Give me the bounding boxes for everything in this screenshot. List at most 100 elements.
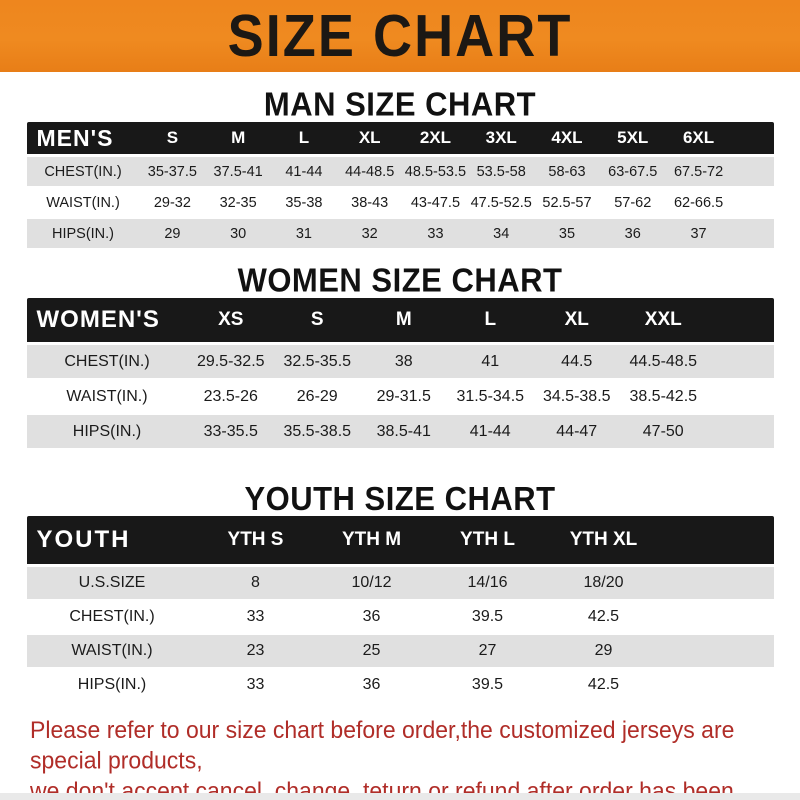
size-cell: 52.5-57 [534, 187, 600, 219]
size-cell: 41-44 [447, 414, 534, 450]
table-header-row: WOMEN'S XS S M L XL XXL [26, 298, 774, 345]
table-header-row: MEN'S S M L XL 2XL 3XL 4XL 5XL 6XL [26, 122, 774, 157]
size-cell: 31 [271, 218, 337, 250]
column-header: YTH S [197, 516, 314, 567]
spacer-cell [661, 516, 774, 567]
table-row: U.S.SIZE 8 10/12 14/16 18/20 [26, 565, 774, 601]
size-cell: 23 [197, 634, 314, 669]
men-table-header: MEN'S S M L XL 2XL 3XL 4XL 5XL 6XL [26, 122, 774, 157]
size-cell: 57-62 [599, 187, 666, 219]
size-cell: 29-31.5 [360, 379, 447, 415]
size-cell: 26-29 [274, 379, 361, 415]
spacer-cell [661, 565, 774, 601]
table-row: CHEST(IN.) 33 36 39.5 42.5 [26, 600, 774, 635]
size-cell: 14/16 [429, 565, 546, 601]
size-cell: 31.5-34.5 [447, 379, 534, 415]
row-label: HIPS(IN.) [26, 414, 188, 450]
size-cell: 38.5-42.5 [620, 379, 707, 415]
size-cell: 36 [599, 218, 666, 250]
column-header: S [139, 122, 206, 157]
column-header: YTH M [313, 516, 430, 567]
size-cell: 33-35.5 [187, 414, 274, 450]
youth-table-header: YOUTH YTH S YTH M YTH L YTH XL [26, 516, 774, 567]
column-header: 3XL [468, 122, 535, 157]
column-header: M [360, 298, 447, 345]
column-header: XXL [620, 298, 707, 345]
size-cell: 35-37.5 [139, 155, 206, 188]
row-label: CHEST(IN.) [26, 600, 198, 635]
column-header: YTH L [429, 516, 546, 567]
size-cell: 32 [336, 218, 403, 250]
spacer-cell [731, 155, 774, 188]
table-row: HIPS(IN.) 33 36 39.5 42.5 [26, 668, 774, 703]
spacer-cell [731, 218, 774, 250]
disclaimer-text: Please refer to our size chart before or… [30, 715, 770, 800]
row-label: CHEST(IN.) [26, 155, 140, 188]
size-cell: 47.5-52.5 [468, 187, 535, 219]
row-label: HIPS(IN.) [26, 668, 198, 703]
column-header: 2XL [402, 122, 469, 157]
spacer-cell [661, 634, 774, 669]
size-cell: 38-43 [336, 187, 403, 219]
size-cell: 39.5 [429, 600, 546, 635]
size-cell: 29.5-32.5 [187, 343, 274, 380]
size-cell: 58-63 [534, 155, 600, 188]
table-row: CHEST(IN.) 35-37.5 37.5-41 41-44 44-48.5 48.5… [26, 155, 774, 188]
size-chart-banner: SIZE CHART [0, 0, 800, 72]
women-size-table: WOMEN'S XS S M L XL XXL CHEST(IN.) 29.5-32.5 32.… [26, 298, 774, 450]
size-cell: 33 [197, 668, 314, 703]
size-cell: 44-47 [533, 414, 620, 450]
disclaimer-line-1: Please refer to our size chart before or… [30, 716, 735, 774]
column-header: L [447, 298, 534, 345]
table-row: WAIST(IN.) 23.5-26 26-29 29-31.5 31.5-34.5 34… [26, 379, 774, 415]
women-size-chart-heading: WOMEN SIZE CHART [237, 261, 563, 299]
table-title: YOUTH [26, 516, 198, 567]
size-cell: 10/12 [313, 565, 430, 601]
size-cell: 38.5-41 [360, 414, 447, 450]
table-row: HIPS(IN.) 29 30 31 32 33 34 35 36 37 [26, 218, 774, 250]
spacer-cell [661, 668, 774, 703]
row-label: WAIST(IN.) [26, 379, 188, 415]
spacer-cell [661, 600, 774, 635]
table-title: MEN'S [26, 122, 140, 157]
column-header: 4XL [534, 122, 600, 157]
size-cell: 29 [545, 634, 662, 669]
man-size-chart-heading: MAN SIZE CHART [263, 85, 537, 123]
column-header: 5XL [599, 122, 666, 157]
table-row: WAIST(IN.) 29-32 32-35 35-38 38-43 43-47.5 47.… [26, 187, 774, 219]
size-cell: 47-50 [620, 414, 707, 450]
column-header: XL [533, 298, 620, 345]
size-cell: 43-47.5 [402, 187, 469, 219]
size-cell: 53.5-58 [468, 155, 535, 188]
column-header: XL [336, 122, 403, 157]
spacer-cell [706, 298, 774, 345]
row-label: WAIST(IN.) [26, 187, 140, 219]
women-table-body: CHEST(IN.) 29.5-32.5 32.5-35.5 38 41 44.5 44.5… [26, 343, 774, 450]
size-cell: 34 [468, 218, 535, 250]
size-cell: 33 [197, 600, 314, 635]
men-size-table: MEN'S S M L XL 2XL 3XL 4XL 5XL 6XL CHEST(IN.) 35-3… [26, 122, 774, 250]
size-cell: 39.5 [429, 668, 546, 703]
size-cell: 34.5-38.5 [533, 379, 620, 415]
women-table-header: WOMEN'S XS S M L XL XXL [26, 298, 774, 345]
size-cell: 38 [360, 343, 447, 380]
column-header: S [274, 298, 361, 345]
size-cell: 30 [205, 218, 272, 250]
size-cell: 8 [197, 565, 314, 601]
size-cell: 44.5-48.5 [620, 343, 707, 380]
spacer-cell [731, 122, 774, 157]
row-label: U.S.SIZE [26, 565, 198, 601]
size-cell: 41-44 [271, 155, 337, 188]
size-cell: 23.5-26 [187, 379, 274, 415]
size-cell: 36 [313, 668, 430, 703]
table-title: WOMEN'S [26, 298, 188, 345]
table-header-row: YOUTH YTH S YTH M YTH L YTH XL [26, 516, 774, 567]
size-cell: 37 [665, 218, 732, 250]
column-header: YTH XL [545, 516, 662, 567]
size-cell: 18/20 [545, 565, 662, 601]
table-row: WAIST(IN.) 23 25 27 29 [26, 634, 774, 669]
size-cell: 37.5-41 [205, 155, 272, 188]
column-header: XS [187, 298, 274, 345]
size-cell: 42.5 [545, 600, 662, 635]
men-table-body: CHEST(IN.) 35-37.5 37.5-41 41-44 44-48.5 48.5… [26, 155, 774, 250]
